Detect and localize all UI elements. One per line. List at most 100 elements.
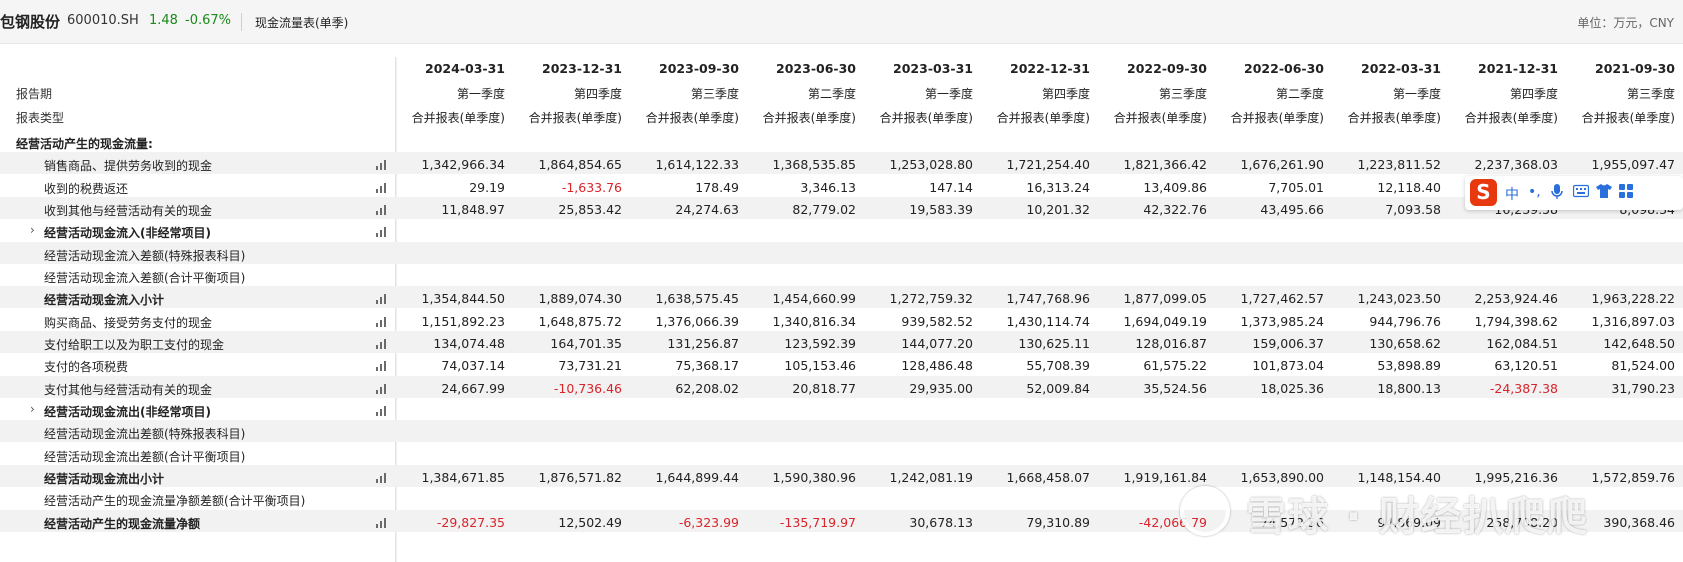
column-quarter: 第一季度 [924, 87, 973, 101]
bar-chart-icon[interactable] [376, 405, 389, 416]
column-quarter: 第一季度 [1392, 87, 1441, 101]
column-date[interactable]: 2022-09-30 [1127, 61, 1207, 76]
value-cell: 74,572.56 [1260, 514, 1324, 530]
table-row: 经营活动现金流出小计 1,384,671.85 1,876,571.82 1,644,… [0, 464, 1683, 487]
value-cell: 1,430,114.74 [1006, 313, 1091, 329]
value-cell: 1,995,216.36 [1474, 469, 1559, 485]
column-report-type: 合并报表(单季度) [996, 111, 1090, 125]
value-cell: 75,368.17 [675, 358, 739, 374]
value-cell: 16,313.24 [1026, 179, 1090, 195]
value-cell: 1,454,660.99 [772, 291, 857, 307]
bar-chart-icon[interactable] [376, 159, 389, 171]
value-cell: 1,864,854.65 [538, 157, 623, 173]
bar-chart-icon[interactable] [376, 338, 389, 349]
column-date[interactable]: 2023-06-30 [776, 61, 856, 76]
column-date[interactable]: 2022-03-31 [1361, 61, 1441, 76]
column-date[interactable]: 2024-03-31 [425, 61, 505, 76]
bar-chart-icon[interactable] [376, 226, 389, 238]
value-cell: 1,354,844.50 [421, 291, 506, 307]
mic-icon[interactable] [1551, 184, 1563, 204]
value-cell: 7,093.58 [1385, 201, 1441, 217]
value-cell: 1,572,859.76 [1591, 469, 1676, 485]
value-cell: 1,384,671.85 [421, 469, 506, 485]
value-cell: 18,800.13 [1377, 380, 1441, 396]
value-cell: 81,524.00 [1611, 358, 1675, 374]
value-cell: 11,848.97 [441, 201, 505, 217]
table-row: 经营活动现金流出差额(合计平衡项目) [0, 443, 1683, 465]
cashflow-table: 2024-03-31 2023-12-31 2023-09-30 2023-06-30… [0, 57, 1683, 562]
value-cell: 1,648,875.72 [538, 313, 623, 329]
value-cell: 258,708.20 [1486, 514, 1558, 530]
value-cell: 128,486.48 [901, 358, 973, 374]
ime-toolbar[interactable]: S 中 •, [1465, 176, 1683, 210]
bar-chart-icon[interactable] [376, 360, 389, 372]
table-row: 销售商品、提供劳务收到的现金 1,342,966.34 1,864,854.65 1,… [0, 152, 1683, 175]
value-cell: 1,963,228.22 [1591, 291, 1676, 307]
table-row: › 经营活动现金流入(非经常项目) [0, 219, 1683, 241]
value-cell: -10,736.46 [553, 380, 622, 396]
bar-chart-icon[interactable] [376, 293, 389, 305]
row-label: 支付其他与经营活动有关的现金 [44, 382, 213, 397]
keyboard-icon[interactable] [1572, 184, 1590, 202]
expand-chevron-icon[interactable]: › [30, 401, 35, 416]
value-cell: 73,731.21 [558, 358, 622, 374]
value-cell: 1,243,023.50 [1357, 291, 1442, 307]
bar-chart-icon[interactable] [376, 316, 389, 327]
column-date[interactable]: 2022-06-30 [1244, 61, 1324, 76]
value-cell: 10,201.32 [1026, 201, 1090, 217]
column-report-type: 合并报表(单季度) [762, 111, 856, 125]
value-cell: 31,790.23 [1611, 380, 1675, 396]
bar-chart-icon[interactable] [376, 472, 389, 483]
value-cell: 1,151,892.23 [421, 313, 506, 329]
column-date[interactable]: 2023-12-31 [542, 61, 622, 76]
column-date[interactable]: 2023-03-31 [893, 61, 973, 76]
toolbox-icon[interactable] [1619, 184, 1633, 202]
value-cell: 1,253,028.80 [889, 157, 974, 173]
value-cell: 29.19 [469, 179, 505, 195]
column-date[interactable]: 2021-09-30 [1595, 61, 1675, 76]
value-cell: 1,694,049.19 [1123, 313, 1208, 329]
value-cell: 1,747,768.96 [1006, 291, 1091, 307]
row-label: 经营活动现金流入小计 [44, 293, 165, 308]
value-cell: 939,582.52 [901, 313, 973, 329]
value-cell: -29,827.35 [436, 514, 505, 530]
bar-chart-icon[interactable] [376, 182, 389, 193]
column-quarter: 第四季度 [1041, 87, 1090, 101]
value-cell: 1,876,571.82 [538, 469, 623, 485]
stock-name: 包钢股份 [0, 13, 61, 31]
unit-label: 单位：万元，CNY [1577, 16, 1674, 30]
column-date[interactable]: 2023-09-30 [659, 61, 739, 76]
value-cell: 164,701.35 [550, 335, 622, 351]
row-label: 收到的税费返还 [44, 181, 129, 196]
value-cell: 29,935.00 [909, 380, 973, 396]
value-cell: 1,794,398.62 [1474, 313, 1559, 329]
value-cell: 12,502.49 [558, 514, 622, 530]
row-label: 经营活动产生的现金流量: [16, 137, 153, 151]
value-cell: 1,644,899.44 [655, 469, 740, 485]
value-cell: 1,376,066.39 [655, 313, 740, 329]
value-cell: 1,590,380.96 [772, 469, 857, 485]
column-report-type: 合并报表(单季度) [411, 111, 505, 125]
value-cell: 2,253,924.46 [1474, 291, 1559, 307]
value-cell: 1,614,122.33 [655, 157, 740, 173]
bar-chart-icon[interactable] [376, 383, 389, 394]
table-row: 经营活动产生的现金流量: [0, 130, 1683, 152]
table-header-row: 报表类型 合并报表(单季度) 合并报表(单季度) 合并报表(单季度) 合并报表(单季度)… [0, 105, 1683, 129]
ime-lang-toggle[interactable]: 中 [1505, 187, 1519, 203]
value-cell: 82,779.02 [792, 201, 856, 217]
skin-icon[interactable] [1596, 184, 1612, 202]
value-cell: 1,653,890.00 [1240, 469, 1325, 485]
expand-chevron-icon[interactable]: › [30, 223, 35, 238]
value-cell: 128,016.87 [1135, 335, 1207, 351]
value-cell: 53,898.89 [1377, 358, 1441, 374]
sogou-logo-icon[interactable]: S [1470, 179, 1497, 206]
bar-chart-icon[interactable] [376, 204, 389, 215]
bar-chart-icon[interactable] [376, 517, 389, 528]
value-cell: 13,409.86 [1143, 179, 1207, 195]
column-date[interactable]: 2021-12-31 [1478, 61, 1558, 76]
column-date[interactable]: 2022-12-31 [1010, 61, 1090, 76]
column-report-type: 合并报表(单季度) [1113, 111, 1207, 125]
ime-punct-toggle[interactable]: •, [1528, 184, 1541, 200]
report-title[interactable]: 现金流量表(单季) [255, 16, 349, 30]
value-cell: -1,633.76 [561, 179, 622, 195]
